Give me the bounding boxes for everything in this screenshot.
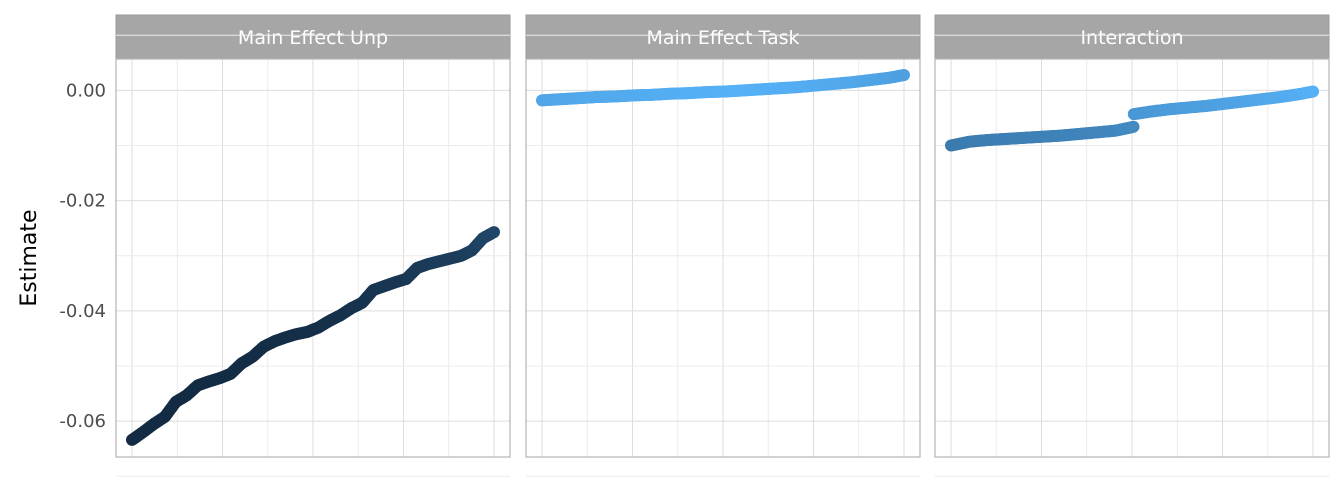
data-point [1127, 120, 1140, 133]
facet-panels: Main Effect Unp Main Effect Task Interacti… [115, 14, 1330, 477]
y-tick-labels: 0.00 -0.02 -0.04 -0.06 [59, 80, 106, 432]
facet-strip [115, 14, 511, 60]
facet-strip-label: Interaction [1080, 27, 1183, 49]
panel-border [115, 58, 511, 458]
facet-strip [934, 14, 1330, 60]
y-axis-title: Estimate [17, 209, 42, 306]
data-point [1307, 85, 1319, 98]
y-tick-label: 0.00 [66, 80, 106, 101]
y-tick-label: -0.02 [59, 191, 106, 212]
facet-strip-label: Main Effect Unp [238, 27, 388, 49]
facet-strip [525, 14, 921, 60]
y-tick-label: -0.06 [59, 411, 106, 432]
facet-panel: Interaction [934, 14, 1330, 477]
panel-border [934, 58, 1330, 458]
panel-border [525, 58, 921, 458]
facet-panel: Main Effect Unp [115, 14, 511, 477]
y-tick-label: -0.04 [59, 301, 106, 322]
facet-strip-label: Main Effect Task [646, 27, 799, 49]
data-point [488, 226, 500, 239]
facet-panel: Main Effect Task [525, 14, 921, 477]
data-point [898, 68, 910, 81]
